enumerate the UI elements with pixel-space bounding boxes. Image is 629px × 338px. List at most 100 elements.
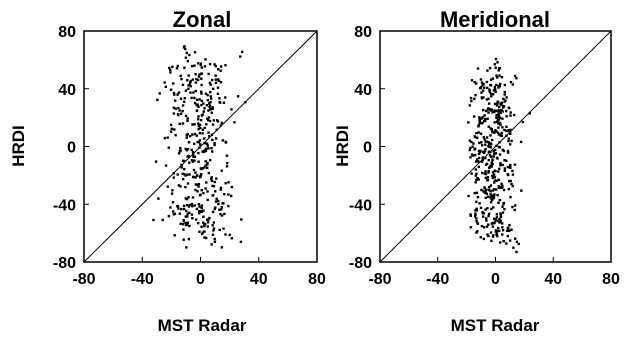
scatter-point — [204, 148, 208, 151]
scatter-point — [198, 139, 202, 142]
scatter-point — [475, 231, 478, 234]
scatter-point — [181, 172, 184, 175]
scatter-point — [187, 205, 191, 208]
scatter-point — [208, 81, 212, 85]
scatter-point — [488, 154, 492, 157]
scatter-point — [487, 169, 490, 173]
scatter-point — [499, 134, 502, 137]
scatter-point — [206, 221, 210, 224]
scatter-point — [169, 123, 173, 126]
scatter-point — [184, 47, 187, 51]
scatter-point — [184, 147, 187, 151]
scatter-point — [182, 46, 186, 49]
scatter-point — [203, 224, 206, 228]
scatter-point — [228, 233, 231, 237]
scatter-point — [467, 121, 470, 124]
scatter-point — [489, 83, 492, 87]
scatter-point — [203, 230, 206, 233]
scatter-point — [186, 203, 189, 207]
scatter-point — [499, 164, 502, 167]
scatter-point — [183, 66, 186, 69]
scatter-point — [485, 225, 489, 228]
scatter-point — [497, 126, 500, 129]
scatter-point — [473, 191, 476, 195]
scatter-point — [493, 121, 496, 124]
scatter-point — [220, 121, 224, 124]
scatter-point — [494, 90, 497, 93]
scatter-point — [181, 109, 184, 113]
scatter-point — [484, 147, 487, 151]
scatter-point — [497, 115, 500, 118]
scatter-point — [508, 239, 512, 242]
scatter-point — [188, 203, 192, 207]
scatter-point — [197, 160, 200, 163]
meridional-y-ticks: 80 40 0 -40 -80 — [349, 24, 385, 272]
scatter-point — [198, 73, 201, 76]
scatter-point — [180, 207, 183, 211]
scatter-point — [216, 86, 220, 89]
scatter-point — [478, 122, 481, 125]
scatter-point — [502, 240, 505, 243]
scatter-point — [499, 102, 502, 106]
scatter-point — [207, 171, 210, 175]
scatter-point — [214, 137, 218, 140]
scatter-point — [497, 178, 500, 181]
scatter-point — [199, 63, 202, 66]
scatter-point — [468, 139, 471, 142]
scatter-point — [200, 206, 203, 210]
scatter-point — [476, 136, 479, 139]
scatter-point — [497, 185, 500, 188]
scatter-point — [210, 176, 213, 179]
scatter-point — [205, 104, 209, 107]
scatter-point — [178, 150, 182, 153]
scatter-point — [213, 180, 216, 184]
scatter-point — [204, 164, 207, 167]
scatter-point — [210, 179, 214, 183]
scatter-point — [500, 76, 504, 79]
scatter-point — [475, 178, 478, 181]
scatter-point — [521, 120, 525, 124]
scatter-point — [475, 200, 478, 203]
x-tick-label: 0 — [491, 271, 500, 288]
scatter-point — [509, 128, 512, 131]
scatter-point — [172, 92, 176, 95]
scatter-point — [209, 108, 212, 111]
scatter-point — [169, 88, 173, 91]
scatter-point — [180, 166, 183, 169]
scatter-point — [494, 218, 497, 221]
scatter-point — [487, 234, 490, 238]
scatter-point — [216, 92, 220, 95]
scatter-point — [495, 116, 498, 119]
scatter-point — [483, 186, 486, 189]
scatter-point — [186, 212, 189, 216]
scatter-point — [219, 186, 223, 190]
scatter-point — [470, 79, 474, 82]
scatter-point — [209, 100, 212, 104]
scatter-point — [188, 224, 191, 228]
scatter-point — [185, 173, 189, 176]
scatter-point — [480, 117, 483, 120]
scatter-point — [208, 216, 211, 220]
scatter-point — [489, 142, 492, 145]
scatter-point — [491, 176, 494, 180]
scatter-point — [479, 149, 482, 152]
scatter-point — [513, 208, 516, 212]
scatter-point — [215, 128, 218, 131]
scatter-point — [197, 75, 201, 78]
scatter-point — [469, 146, 472, 150]
scatter-point — [508, 106, 511, 110]
scatter-point — [158, 92, 161, 95]
scatter-point — [493, 176, 497, 179]
scatter-point — [474, 213, 477, 217]
scatter-point — [489, 78, 493, 81]
scatter-point — [475, 207, 478, 210]
scatter-point — [489, 109, 493, 112]
scatter-point — [200, 66, 203, 69]
scatter-point — [200, 225, 203, 228]
scatter-point — [209, 97, 213, 100]
scatter-point — [213, 63, 216, 66]
scatter-point — [479, 78, 483, 81]
scatter-point — [190, 159, 194, 162]
scatter-point — [499, 213, 502, 217]
scatter-point — [195, 207, 199, 211]
